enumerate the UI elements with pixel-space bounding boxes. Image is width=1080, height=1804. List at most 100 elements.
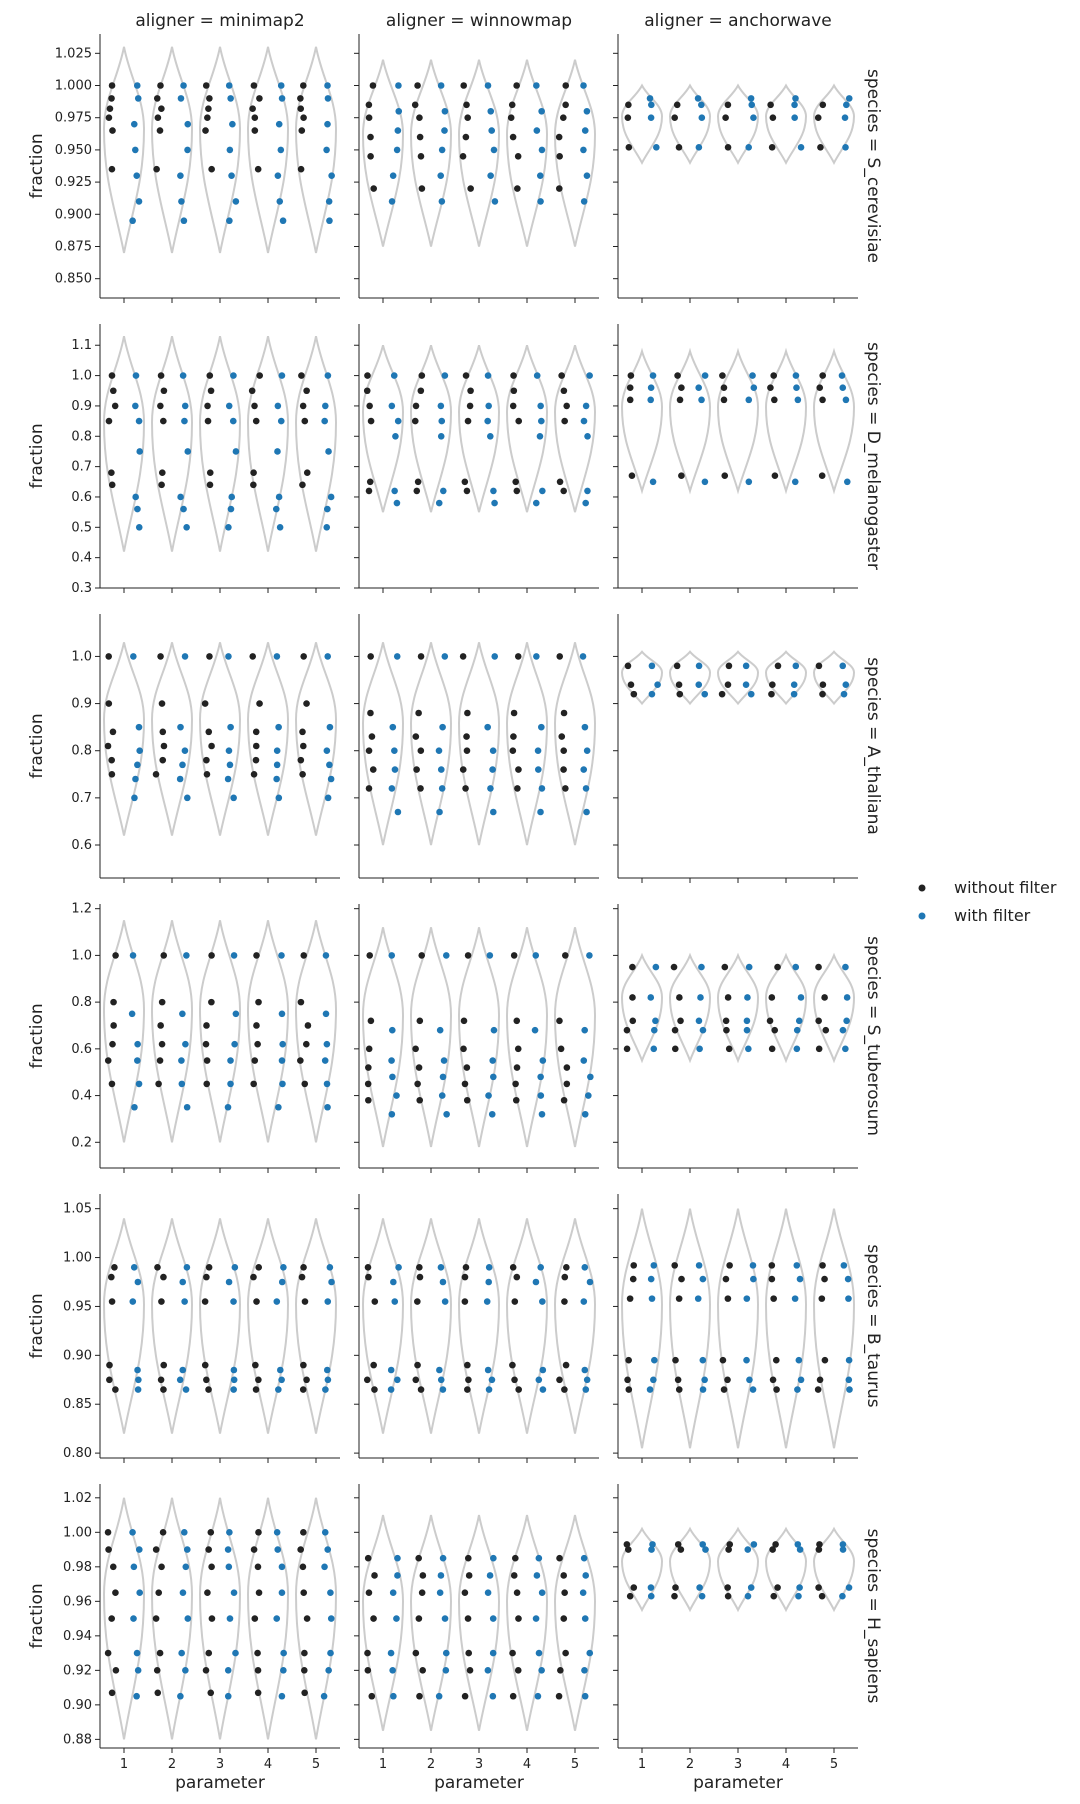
point-with-filter — [581, 1692, 589, 1700]
point-with-filter — [324, 794, 332, 802]
x-tick-label: 4 — [782, 1757, 790, 1772]
point-without-filter — [465, 1376, 472, 1384]
point-without-filter — [303, 1615, 311, 1622]
point-without-filter — [624, 1376, 631, 1384]
point-without-filter — [721, 963, 729, 971]
point-with-filter — [439, 1554, 447, 1562]
point-without-filter — [300, 952, 308, 959]
point-with-filter — [279, 1040, 286, 1048]
y-axis-label: fraction — [27, 1003, 47, 1068]
point-with-filter — [225, 82, 233, 89]
point-without-filter — [252, 742, 260, 750]
point-with-filter — [133, 1649, 141, 1657]
point-without-filter — [250, 469, 257, 476]
point-without-filter — [158, 700, 166, 707]
point-with-filter — [537, 1264, 544, 1271]
point-with-filter — [230, 1589, 238, 1597]
panel — [613, 34, 858, 303]
point-without-filter — [675, 144, 683, 151]
point-with-filter — [793, 1045, 801, 1053]
violin — [150, 335, 194, 552]
point-with-filter — [436, 1366, 443, 1374]
point-without-filter — [416, 1096, 424, 1104]
point-with-filter — [699, 1275, 707, 1283]
point-without-filter — [365, 1589, 373, 1597]
point-without-filter — [109, 1040, 116, 1048]
point-without-filter — [254, 1667, 262, 1674]
x-tick-label: 1 — [638, 1757, 646, 1772]
point-with-filter — [795, 1592, 802, 1600]
violin — [409, 1218, 453, 1434]
point-without-filter — [300, 1529, 307, 1536]
point-with-filter — [129, 217, 136, 225]
point-without-filter — [464, 1361, 471, 1369]
y-tick-label: 1.0 — [71, 369, 92, 384]
violin — [457, 59, 501, 247]
point-with-filter — [695, 681, 703, 689]
point-without-filter — [416, 1273, 424, 1281]
point-with-filter — [321, 417, 328, 425]
point-with-filter — [436, 1026, 444, 1034]
point-without-filter — [513, 82, 520, 89]
point-without-filter — [204, 114, 211, 122]
point-without-filter — [299, 1386, 307, 1393]
point-with-filter — [843, 478, 851, 486]
point-with-filter — [324, 1298, 332, 1305]
point-without-filter — [720, 396, 728, 404]
y-tick-label: 0.9 — [71, 697, 92, 712]
y-tick-label: 0.6 — [71, 1042, 92, 1057]
point-without-filter — [671, 1262, 679, 1269]
violin — [812, 347, 856, 495]
legend-label: with filter — [954, 906, 1031, 925]
point-with-filter — [232, 448, 240, 455]
point-without-filter — [555, 133, 563, 141]
point-without-filter — [509, 1692, 517, 1700]
violin — [668, 650, 712, 706]
point-with-filter — [537, 1073, 544, 1081]
point-with-filter — [583, 747, 591, 755]
panel — [354, 904, 599, 1173]
y-tick-label: 0.850 — [55, 272, 92, 287]
point-without-filter — [774, 1584, 781, 1591]
point-with-filter — [389, 1073, 396, 1081]
point-with-filter — [328, 1278, 335, 1286]
point-with-filter — [177, 172, 184, 179]
point-with-filter — [390, 1278, 397, 1286]
point-with-filter — [323, 1040, 331, 1048]
point-with-filter — [324, 82, 331, 89]
column-title: aligner = winnowmap — [386, 11, 572, 31]
point-with-filter — [132, 372, 140, 379]
point-without-filter — [462, 133, 470, 141]
point-without-filter — [366, 478, 374, 486]
point-without-filter — [463, 1096, 471, 1104]
point-with-filter — [489, 1057, 497, 1064]
violin — [716, 952, 760, 1064]
point-with-filter — [538, 723, 545, 731]
point-without-filter — [412, 733, 420, 740]
point-without-filter — [463, 487, 471, 495]
point-without-filter — [462, 785, 469, 792]
point-without-filter — [465, 1572, 473, 1579]
y-tick-label: 0.875 — [55, 239, 92, 254]
point-with-filter — [182, 1386, 190, 1393]
point-with-filter — [793, 1026, 801, 1034]
point-with-filter — [391, 747, 398, 755]
point-with-filter — [489, 766, 496, 773]
point-with-filter — [844, 1275, 852, 1283]
point-with-filter — [326, 1264, 334, 1271]
point-without-filter — [108, 770, 116, 778]
point-with-filter — [321, 1057, 329, 1064]
point-without-filter — [467, 387, 474, 395]
point-with-filter — [839, 384, 847, 392]
point-with-filter — [587, 1073, 594, 1081]
y-tick-label: 0.6 — [71, 490, 92, 505]
point-with-filter — [791, 478, 799, 486]
point-without-filter — [202, 127, 209, 134]
y-tick-label: 0.8 — [71, 429, 92, 444]
point-with-filter — [843, 1017, 850, 1025]
point-with-filter — [536, 432, 544, 440]
point-without-filter — [770, 372, 778, 379]
point-without-filter — [463, 733, 470, 740]
point-with-filter — [274, 172, 282, 179]
point-without-filter — [556, 653, 564, 660]
